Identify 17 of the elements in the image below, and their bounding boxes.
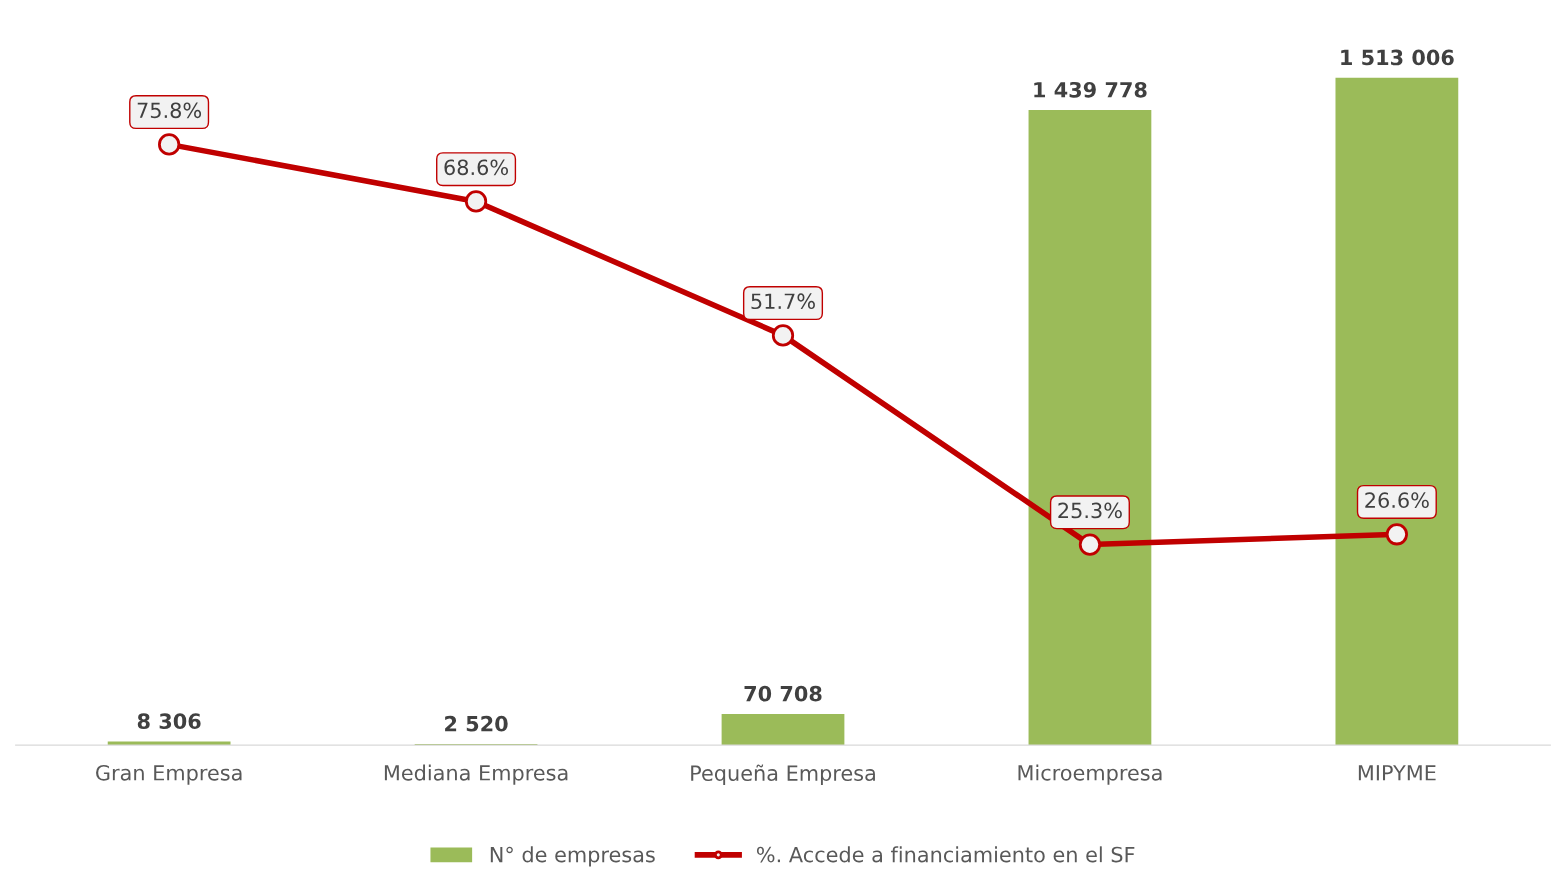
data-label: 51.7% bbox=[751, 293, 815, 310]
x-tick-label: Gran Empresa bbox=[96, 764, 242, 785]
data-label: 70 708 bbox=[744, 685, 822, 702]
data-label: 26.6% bbox=[1365, 492, 1429, 509]
legend-label: %. Accede a financiamiento en el SF bbox=[756, 846, 1135, 863]
legend-label: N° de empresas bbox=[490, 846, 655, 867]
x-tick-label: Mediana Empresa bbox=[384, 764, 568, 785]
data-label: 1 439 778 bbox=[1034, 81, 1147, 98]
x-tick-label: Microempresa bbox=[1018, 764, 1162, 785]
x-tick-label: Pequeña Empresa bbox=[691, 764, 875, 786]
data-label: 68.6% bbox=[444, 159, 509, 176]
data-label: 75.8% bbox=[137, 102, 202, 119]
data-label: 25.3% bbox=[1058, 502, 1122, 519]
data-label: 1 513 006 bbox=[1341, 49, 1454, 66]
data-label: 8 306 bbox=[137, 713, 201, 730]
x-tick-label: MIPYME bbox=[1358, 765, 1436, 781]
data-label: 2 520 bbox=[445, 715, 508, 732]
